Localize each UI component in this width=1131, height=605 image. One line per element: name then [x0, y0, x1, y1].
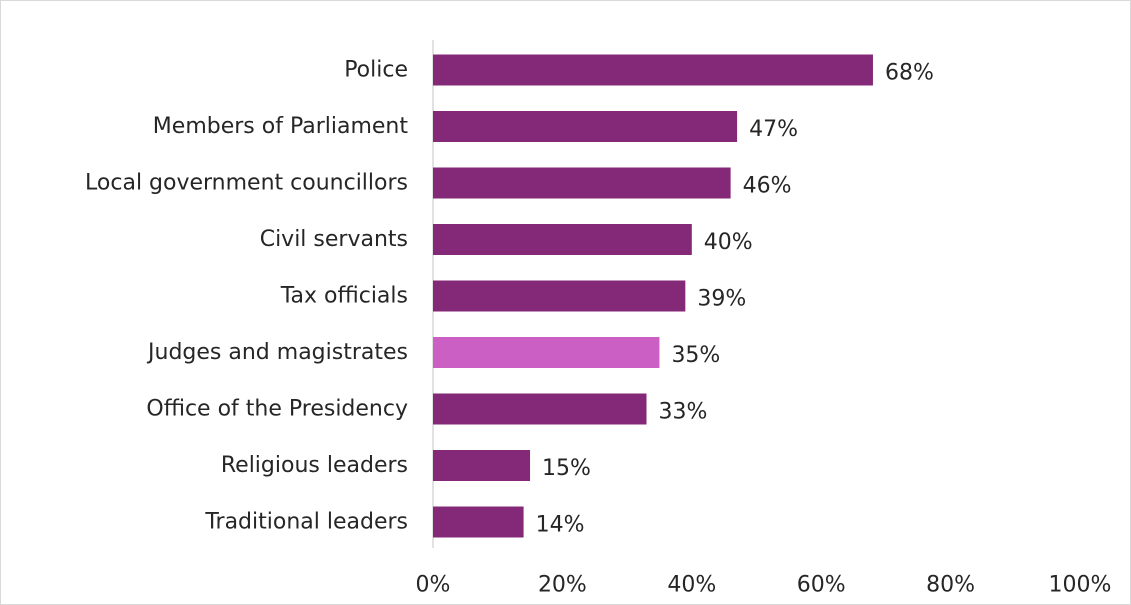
x-tick-label-4: 80% — [926, 573, 975, 598]
bar-7 — [433, 450, 531, 481]
value-label-5: 35% — [671, 343, 720, 368]
x-tick-label-0: 0% — [416, 573, 451, 598]
category-label-8: Traditional leaders — [204, 510, 408, 535]
value-label-7: 15% — [542, 456, 591, 481]
bar-6 — [433, 393, 647, 425]
bar-1 — [433, 111, 738, 142]
category-label-4: Tax officials — [280, 284, 408, 309]
x-tick-label-2: 40% — [667, 573, 716, 598]
category-labels-group: Police Members of Parliament Local governm… — [85, 58, 408, 535]
x-tick-label-5: 100% — [1049, 573, 1112, 598]
value-label-4: 39% — [697, 287, 746, 312]
value-label-3: 40% — [704, 230, 753, 255]
value-label-8: 14% — [536, 513, 585, 538]
value-label-1: 47% — [749, 117, 798, 142]
value-label-0: 68% — [885, 61, 934, 86]
bar-0 — [433, 54, 873, 86]
x-axis-ticks-group: 0% 20% 40% 60% 80% 100% — [416, 573, 1112, 598]
bar-3 — [433, 224, 692, 255]
x-tick-label-1: 20% — [538, 573, 587, 598]
bar-5 — [433, 337, 660, 368]
category-label-1: Members of Parliament — [153, 114, 409, 139]
category-label-6: Office of the Presidency — [146, 397, 408, 422]
value-label-2: 46% — [743, 174, 792, 199]
value-label-6: 33% — [659, 400, 708, 425]
bar-2 — [433, 167, 731, 199]
x-tick-label-3: 60% — [797, 573, 846, 598]
bar-4 — [433, 280, 686, 312]
category-label-5: Judges and magistrates — [146, 340, 408, 365]
category-label-0: Police — [344, 58, 408, 83]
value-labels-group: 68% 47% 46% 40% 39% 35% 33% 15% 14% — [536, 61, 934, 538]
bars-group — [433, 54, 873, 538]
category-label-2: Local government councillors — [85, 171, 408, 196]
category-label-3: Civil servants — [260, 227, 408, 252]
category-label-7: Religious leaders — [221, 453, 408, 478]
bar-8 — [433, 506, 524, 538]
